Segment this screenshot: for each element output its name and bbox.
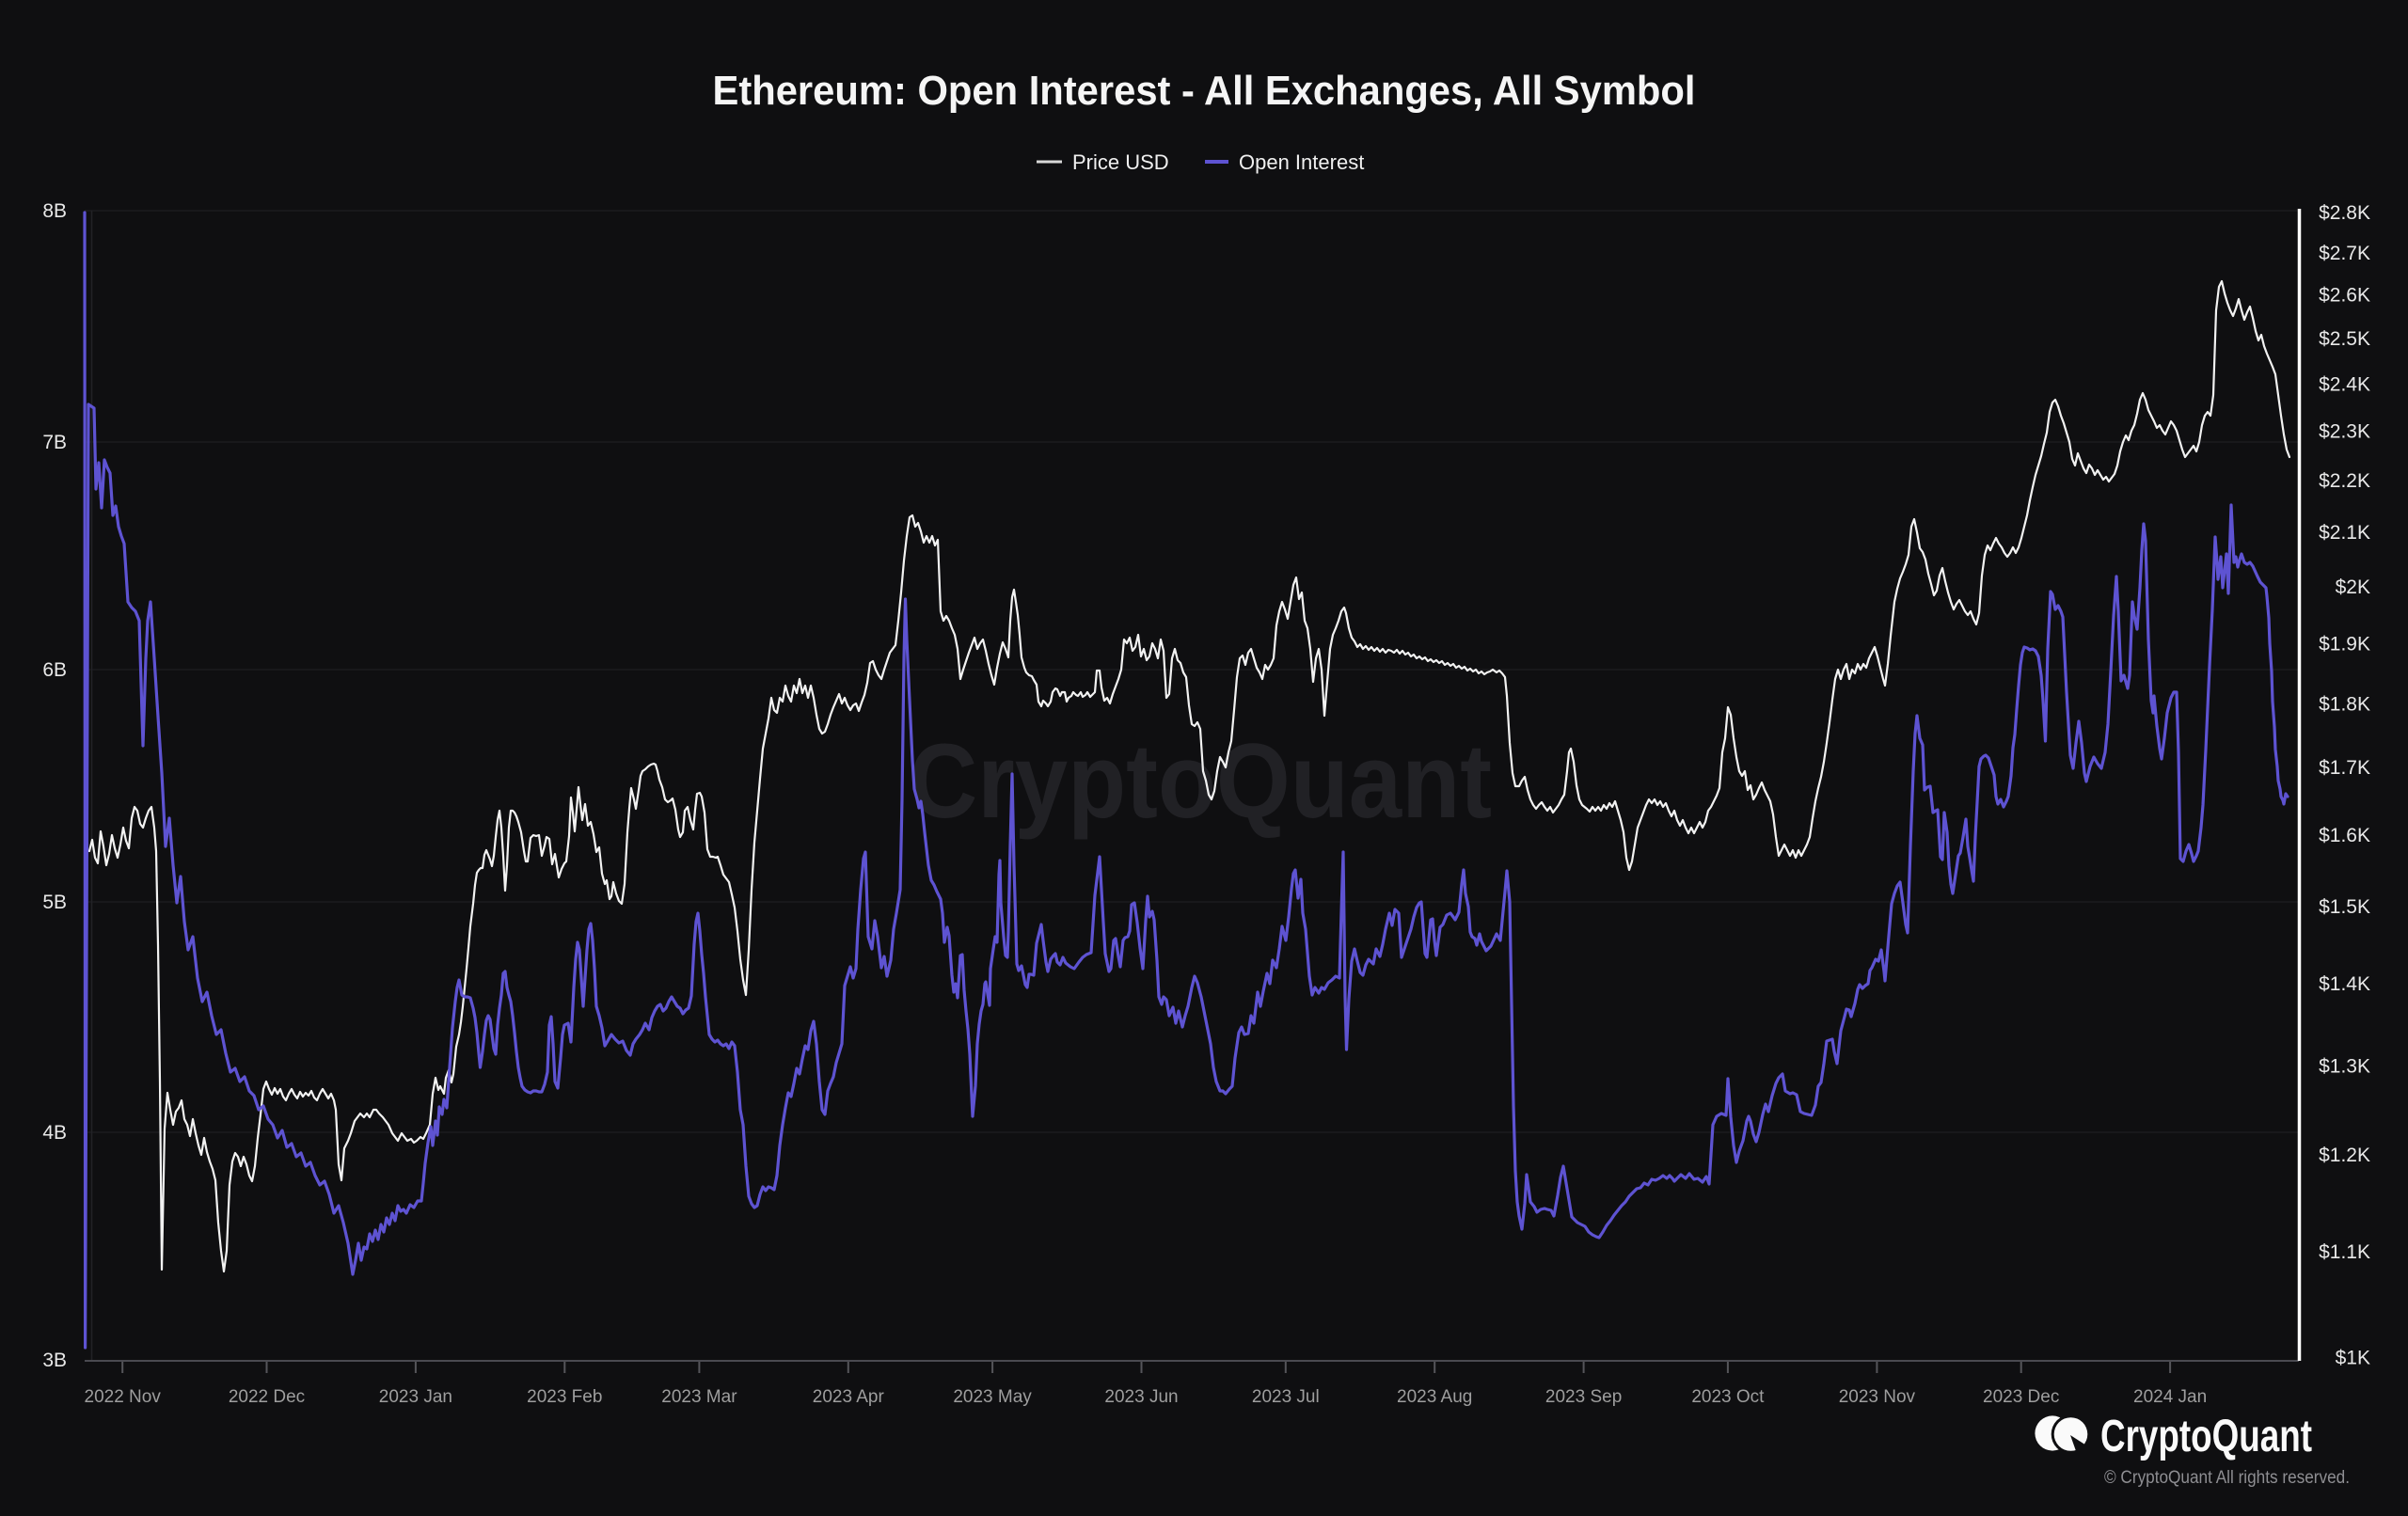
svg-text:2023 May: 2023 May bbox=[953, 1387, 1032, 1407]
svg-text:$1.7K: $1.7K bbox=[2319, 757, 2370, 779]
svg-text:$2K: $2K bbox=[2336, 576, 2370, 598]
svg-text:$1.2K: $1.2K bbox=[2319, 1145, 2370, 1166]
svg-text:$2.3K: $2.3K bbox=[2319, 421, 2370, 443]
svg-text:CryptoQuant: CryptoQuant bbox=[2100, 1412, 2312, 1461]
svg-text:5B: 5B bbox=[42, 892, 67, 913]
svg-text:6B: 6B bbox=[42, 659, 67, 681]
svg-text:$1.4K: $1.4K bbox=[2319, 973, 2370, 995]
svg-text:2023 Jun: 2023 Jun bbox=[1104, 1387, 1178, 1407]
svg-text:$2.5K: $2.5K bbox=[2319, 328, 2370, 350]
svg-text:2023 Mar: 2023 Mar bbox=[661, 1387, 737, 1407]
svg-text:2023 Oct: 2023 Oct bbox=[1691, 1387, 1765, 1407]
svg-text:© CryptoQuant All rights reser: © CryptoQuant All rights reserved. bbox=[2104, 1468, 2350, 1488]
svg-text:8B: 8B bbox=[42, 200, 67, 222]
svg-text:Ethereum: Open Interest - All: Ethereum: Open Interest - All Exchanges,… bbox=[713, 68, 1696, 114]
svg-text:$2.4K: $2.4K bbox=[2319, 373, 2370, 395]
svg-text:$1K: $1K bbox=[2336, 1348, 2370, 1369]
svg-text:$1.6K: $1.6K bbox=[2319, 825, 2370, 846]
svg-text:Price USD: Price USD bbox=[1072, 150, 1169, 174]
svg-text:$2.2K: $2.2K bbox=[2319, 470, 2370, 492]
svg-text:$2.6K: $2.6K bbox=[2319, 285, 2370, 307]
svg-text:$1.9K: $1.9K bbox=[2319, 634, 2370, 655]
svg-text:3B: 3B bbox=[42, 1350, 67, 1371]
svg-text:2023 Aug: 2023 Aug bbox=[1397, 1387, 1472, 1407]
svg-text:$2.1K: $2.1K bbox=[2319, 522, 2370, 544]
svg-text:2023 Apr: 2023 Apr bbox=[813, 1387, 885, 1407]
svg-text:2023 Nov: 2023 Nov bbox=[1839, 1387, 1916, 1407]
svg-text:2023 Dec: 2023 Dec bbox=[1983, 1387, 2059, 1407]
svg-text:2024 Jan: 2024 Jan bbox=[2133, 1387, 2207, 1407]
svg-text:2023 Jul: 2023 Jul bbox=[1252, 1387, 1320, 1407]
svg-text:2023 Feb: 2023 Feb bbox=[527, 1387, 602, 1407]
svg-text:$1.1K: $1.1K bbox=[2319, 1241, 2370, 1263]
svg-text:$1.5K: $1.5K bbox=[2319, 896, 2370, 918]
svg-text:7B: 7B bbox=[42, 432, 67, 453]
svg-text:2022 Nov: 2022 Nov bbox=[85, 1387, 162, 1407]
svg-text:$1.3K: $1.3K bbox=[2319, 1055, 2370, 1077]
svg-text:$2.7K: $2.7K bbox=[2319, 243, 2370, 264]
svg-text:4B: 4B bbox=[42, 1122, 67, 1144]
svg-text:2022 Dec: 2022 Dec bbox=[229, 1387, 305, 1407]
svg-text:2023 Jan: 2023 Jan bbox=[379, 1387, 452, 1407]
svg-text:$1.8K: $1.8K bbox=[2319, 694, 2370, 716]
svg-text:Open Interest: Open Interest bbox=[1239, 150, 1364, 174]
svg-text:$2.8K: $2.8K bbox=[2319, 202, 2370, 224]
svg-text:2023 Sep: 2023 Sep bbox=[1545, 1387, 1622, 1407]
